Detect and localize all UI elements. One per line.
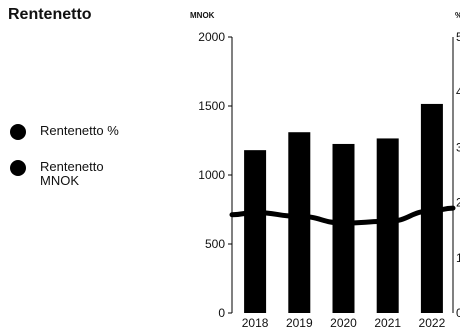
y2-tick-label: 4 xyxy=(456,85,460,99)
y2-tick-label: 2 xyxy=(456,196,460,210)
bar xyxy=(332,143,355,313)
legend-item-mnok[interactable]: Rentenetto MNOK xyxy=(10,160,160,188)
y-tick-label: 500 xyxy=(205,237,225,251)
legend: Rentenetto % Rentenetto MNOK xyxy=(10,124,160,208)
bar xyxy=(288,132,311,313)
y2-tick-label: 0 xyxy=(456,306,460,320)
line-series xyxy=(229,205,456,226)
chart-title: Rentenetto xyxy=(8,6,92,23)
y-tick-label: 1000 xyxy=(198,168,225,182)
legend-label-percent: Rentenetto % xyxy=(40,123,119,138)
y-tick-label: 1500 xyxy=(198,99,225,113)
x-tick-label: 2018 xyxy=(242,316,269,329)
y2-tick-label: 3 xyxy=(456,140,460,154)
y-tick-label: 0 xyxy=(218,306,225,320)
y2-tick-label: 1 xyxy=(456,251,460,265)
x-tick-label: 2022 xyxy=(419,316,446,329)
x-tick-label: 2019 xyxy=(286,316,313,329)
x-tick-label: 2021 xyxy=(374,316,401,329)
bar xyxy=(244,150,267,313)
x-tick-label: 2020 xyxy=(330,316,357,329)
legend-dot-icon xyxy=(10,160,26,176)
legend-item-percent[interactable]: Rentenetto % xyxy=(10,124,160,140)
bar xyxy=(376,138,399,313)
legend-dot-icon xyxy=(10,124,26,140)
y-axis-unit-left: MNOK xyxy=(190,11,215,20)
y-axis-unit-right: % xyxy=(455,11,460,20)
y-tick-label: 2000 xyxy=(198,30,225,44)
y2-tick-label: 5 xyxy=(456,30,460,44)
legend-label-mnok: Rentenetto MNOK xyxy=(40,159,104,188)
